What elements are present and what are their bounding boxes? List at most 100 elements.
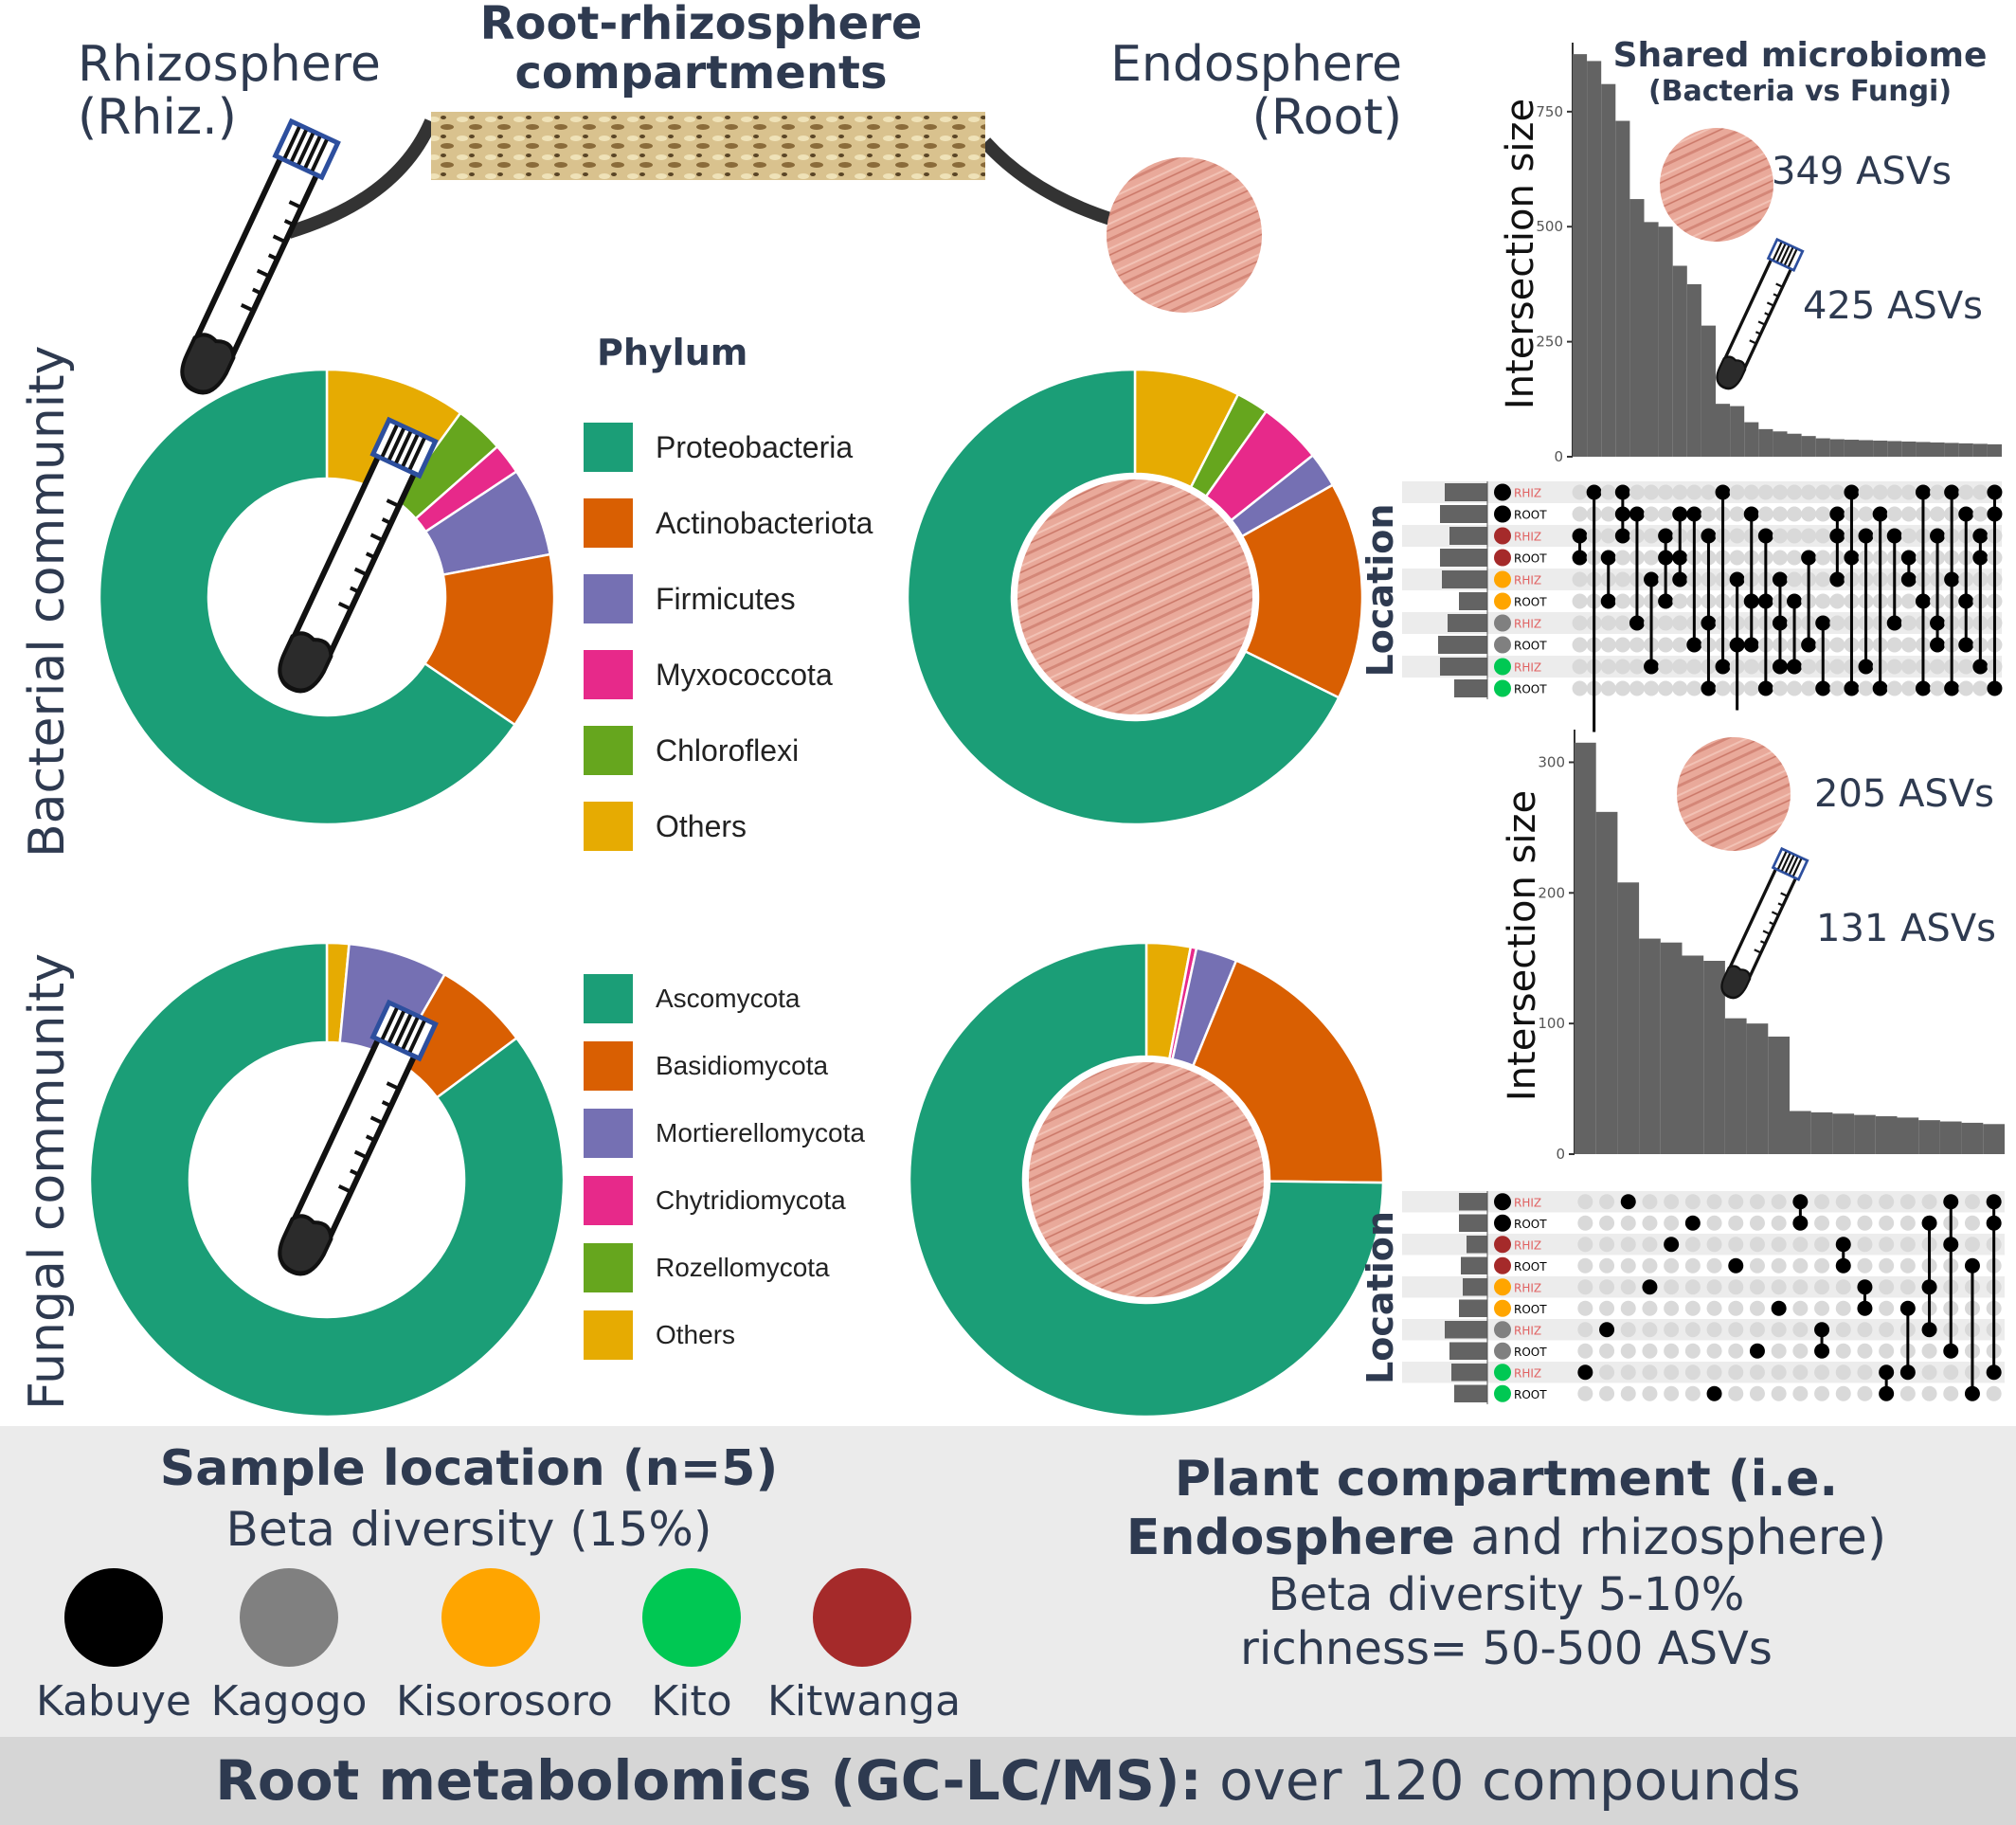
intersection-bar xyxy=(1660,942,1683,1154)
matrix-dot xyxy=(1964,1215,1980,1231)
rhizosphere-rest: and rhizosphere) xyxy=(1454,1509,1887,1567)
legend-label: Others xyxy=(656,808,747,843)
legend-swatch xyxy=(584,802,633,851)
matrix-dot xyxy=(1706,1257,1722,1274)
set-size-bar xyxy=(1454,679,1487,697)
location-axis-label: Location xyxy=(1364,1211,1401,1384)
intersection-bar xyxy=(1944,443,1959,457)
matrix-dot xyxy=(1787,680,1803,696)
intersection-bar xyxy=(1897,1117,1919,1154)
matrix-dot xyxy=(1577,1215,1593,1231)
set-size-bar xyxy=(1440,505,1487,523)
slice-ascomycota xyxy=(88,941,566,1418)
matrix-dot xyxy=(1620,1237,1636,1253)
matrix-dot xyxy=(1757,506,1773,522)
plant-beta-diversity: Beta diversity 5-10% xyxy=(1268,1567,1745,1621)
set-label: RHIZ xyxy=(1514,574,1541,587)
legend-item-myxococcota: Myxococcota xyxy=(584,650,833,699)
matrix-dot xyxy=(1684,1237,1701,1253)
matrix-row xyxy=(1402,1191,2005,1213)
matrix-dot-active xyxy=(1599,1322,1615,1338)
matrix-dot xyxy=(1577,1279,1593,1295)
matrix-dot xyxy=(1801,484,1817,500)
matrix-dot xyxy=(1672,484,1688,500)
matrix-dot xyxy=(1792,1237,1809,1253)
legend-item-proteobacteria: Proteobacteria xyxy=(584,423,853,472)
intersection-bar xyxy=(1658,226,1673,457)
matrix-dot xyxy=(1792,1300,1809,1316)
legend-swatch xyxy=(584,650,633,699)
matrix-dot xyxy=(1835,1385,1851,1401)
matrix-dot xyxy=(1815,506,1831,522)
bacteria-rhiz-asvs: 425 ASVs xyxy=(1803,284,1984,328)
intersection-bar xyxy=(1746,1023,1769,1154)
matrix-dot xyxy=(1664,1385,1680,1401)
set-color-dot xyxy=(1494,1278,1511,1296)
intersection-bar xyxy=(1901,441,1917,457)
matrix-dot xyxy=(1600,615,1616,631)
matrix-dot-active xyxy=(1664,1237,1680,1253)
matrix-dot xyxy=(1577,1257,1593,1274)
matrix-dot xyxy=(1728,1215,1744,1231)
set-color-dot xyxy=(1494,1214,1511,1232)
matrix-dot xyxy=(1879,1194,1895,1210)
matrix-dot xyxy=(1728,1194,1744,1210)
intersection-bar xyxy=(1918,1120,1940,1154)
intersection-bar xyxy=(1575,742,1596,1154)
set-color-dot xyxy=(1494,1342,1511,1360)
matrix-dot xyxy=(1642,1322,1658,1338)
matrix-dot xyxy=(1792,1279,1809,1295)
legend-item-rozellomycota: Rozellomycota xyxy=(584,1243,830,1292)
set-label: ROOT xyxy=(1514,552,1547,566)
matrix-dot xyxy=(1642,1215,1658,1231)
matrix-dot xyxy=(1879,1300,1895,1316)
matrix-dot xyxy=(1620,1385,1636,1401)
legend-label: Others xyxy=(656,1320,736,1349)
matrix-dot xyxy=(1664,1343,1680,1359)
matrix-row xyxy=(1402,1212,2005,1234)
matrix-dot xyxy=(1930,506,1946,522)
set-size-bar xyxy=(1451,1364,1487,1382)
location-axis-label: Location xyxy=(1364,504,1401,678)
matrix-dot xyxy=(1835,1279,1851,1295)
matrix-dot xyxy=(1672,637,1688,653)
matrix-dot xyxy=(1829,637,1845,653)
matrix-dot xyxy=(1801,528,1817,544)
matrix-dot xyxy=(1829,659,1845,675)
matrix-dot xyxy=(1644,506,1660,522)
matrix-dot xyxy=(1814,1257,1830,1274)
matrix-dot xyxy=(1728,1237,1744,1253)
matrix-dot xyxy=(1857,1364,1873,1381)
intersection-bar xyxy=(1810,1111,1833,1154)
set-label: RHIZ xyxy=(1514,1366,1541,1380)
set-label: RHIZ xyxy=(1514,1281,1541,1294)
matrix-dot xyxy=(1729,528,1745,544)
legend-label: Chytridiomycota xyxy=(656,1185,846,1215)
matrix-dot xyxy=(1787,550,1803,566)
connector-cable-left xyxy=(286,118,438,239)
matrix-dot xyxy=(1743,484,1759,500)
matrix-dot-active xyxy=(1620,1194,1636,1210)
legend-swatch xyxy=(584,498,633,548)
intersection-bar xyxy=(1686,283,1701,457)
matrix-dot xyxy=(1664,1322,1680,1338)
legend-label: Proteobacteria xyxy=(656,429,854,464)
set-size-bar xyxy=(1448,614,1487,632)
matrix-row xyxy=(1402,1255,2005,1276)
matrix-dot xyxy=(1858,506,1874,522)
legend-swatch xyxy=(584,1176,633,1225)
plant-compartment-block: Plant compartment (i.e. Endosphere and r… xyxy=(1023,1450,1989,1677)
matrix-dot xyxy=(1684,1194,1701,1210)
set-label: ROOT xyxy=(1514,1218,1547,1231)
intersection-bar xyxy=(1724,1018,1747,1154)
matrix-dot xyxy=(1801,659,1817,675)
matrix-dot xyxy=(1629,637,1645,653)
matrix-dot xyxy=(1577,1343,1593,1359)
set-color-dot xyxy=(1494,1236,1511,1254)
legend-item-others: Others xyxy=(584,1310,735,1360)
matrix-dot xyxy=(1658,506,1674,522)
set-size-bar xyxy=(1459,1299,1487,1317)
matrix-dot xyxy=(1771,1194,1787,1210)
matrix-dot xyxy=(1664,1364,1680,1381)
matrix-dot xyxy=(1629,484,1645,500)
